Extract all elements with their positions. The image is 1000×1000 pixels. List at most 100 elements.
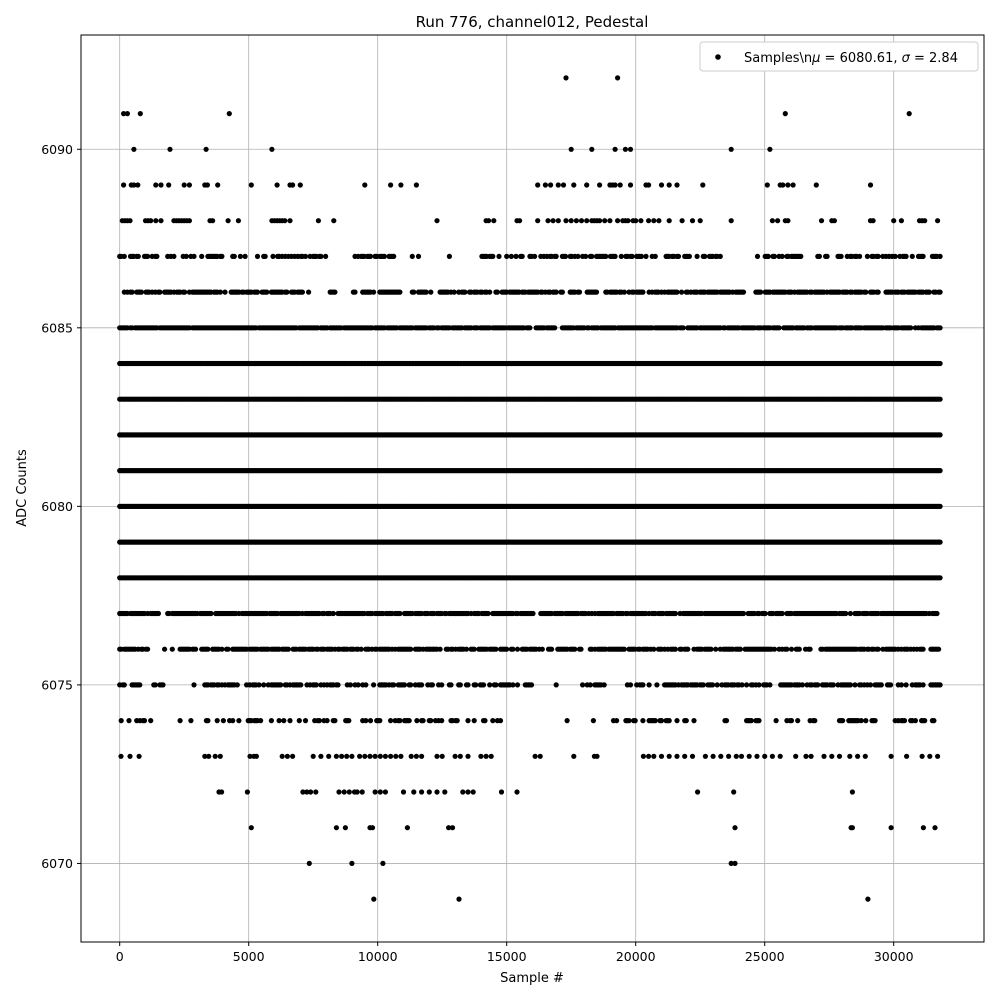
data-point bbox=[258, 718, 264, 724]
data-point bbox=[651, 753, 657, 759]
data-point bbox=[225, 646, 231, 652]
data-point bbox=[282, 218, 288, 224]
data-point bbox=[679, 218, 685, 224]
data-point bbox=[269, 146, 275, 152]
data-point bbox=[858, 718, 864, 724]
data-point bbox=[296, 718, 302, 724]
data-point bbox=[555, 218, 561, 224]
data-point bbox=[324, 718, 330, 724]
data-point bbox=[457, 753, 463, 759]
data-point bbox=[535, 218, 541, 224]
data-point bbox=[638, 218, 644, 224]
data-point bbox=[465, 789, 471, 795]
data-point bbox=[666, 218, 672, 224]
data-point bbox=[927, 753, 933, 759]
data-point bbox=[658, 753, 665, 759]
data-point bbox=[391, 682, 397, 688]
data-point bbox=[847, 610, 854, 617]
data-point bbox=[346, 789, 352, 795]
data-point bbox=[621, 646, 627, 652]
data-point bbox=[829, 753, 835, 759]
data-point bbox=[689, 753, 696, 759]
data-point bbox=[193, 646, 199, 652]
data-point bbox=[235, 218, 241, 224]
data-point bbox=[830, 682, 836, 688]
data-point bbox=[888, 753, 894, 759]
data-point bbox=[633, 218, 639, 224]
data-point bbox=[852, 682, 858, 688]
grid-lines bbox=[81, 35, 984, 942]
data-point bbox=[796, 646, 802, 652]
data-point bbox=[666, 718, 672, 724]
data-point bbox=[847, 682, 854, 688]
data-point bbox=[439, 682, 445, 688]
data-point bbox=[285, 646, 291, 652]
data-point bbox=[212, 753, 218, 759]
data-point bbox=[762, 610, 768, 617]
data-point bbox=[145, 646, 151, 652]
data-point bbox=[718, 753, 724, 759]
data-point bbox=[542, 182, 549, 188]
data-point bbox=[821, 753, 827, 759]
data-point bbox=[205, 646, 211, 652]
data-point bbox=[803, 753, 809, 759]
data-point bbox=[615, 75, 621, 81]
data-point bbox=[226, 111, 232, 117]
data-point bbox=[342, 825, 348, 831]
data-point bbox=[372, 789, 378, 795]
data-point bbox=[382, 789, 388, 795]
data-point bbox=[339, 753, 345, 759]
data-point bbox=[702, 753, 709, 759]
data-point bbox=[281, 718, 287, 724]
data-point bbox=[865, 896, 871, 902]
data-point bbox=[548, 182, 554, 188]
data-point bbox=[247, 753, 253, 759]
data-point bbox=[627, 146, 634, 152]
data-point bbox=[137, 111, 143, 117]
data-point bbox=[756, 682, 762, 688]
data-point bbox=[236, 718, 242, 724]
data-point bbox=[341, 789, 347, 795]
data-point bbox=[728, 146, 734, 152]
data-point bbox=[465, 718, 471, 724]
data-point bbox=[382, 753, 388, 759]
data-point bbox=[937, 396, 943, 402]
data-point bbox=[362, 182, 368, 188]
data-point bbox=[782, 111, 788, 117]
data-point bbox=[627, 682, 634, 688]
data-point bbox=[932, 825, 938, 831]
data-point bbox=[931, 718, 937, 724]
data-point bbox=[514, 682, 521, 688]
data-point bbox=[872, 718, 878, 724]
data-point bbox=[728, 218, 734, 224]
data-point bbox=[539, 646, 545, 652]
data-point bbox=[815, 682, 821, 688]
data-point bbox=[397, 610, 403, 617]
data-point bbox=[126, 718, 132, 724]
data-point bbox=[584, 182, 590, 188]
data-point bbox=[594, 753, 600, 759]
data-point bbox=[571, 182, 577, 188]
data-point bbox=[640, 682, 646, 688]
data-point bbox=[656, 218, 662, 224]
data-point bbox=[166, 182, 172, 188]
data-point bbox=[898, 218, 905, 224]
data-point bbox=[685, 646, 691, 652]
data-point bbox=[504, 646, 510, 652]
data-point bbox=[773, 718, 779, 724]
data-point bbox=[473, 682, 479, 688]
data-point bbox=[297, 182, 303, 188]
data-point bbox=[831, 218, 838, 224]
data-point bbox=[160, 682, 166, 688]
data-point bbox=[202, 753, 208, 759]
data-point bbox=[336, 789, 342, 795]
data-point bbox=[349, 860, 355, 867]
data-point bbox=[784, 646, 790, 652]
data-point bbox=[510, 682, 516, 688]
data-point bbox=[587, 682, 593, 688]
data-point bbox=[563, 218, 569, 224]
data-point bbox=[651, 646, 657, 652]
data-point bbox=[785, 218, 791, 224]
data-point bbox=[482, 718, 488, 724]
